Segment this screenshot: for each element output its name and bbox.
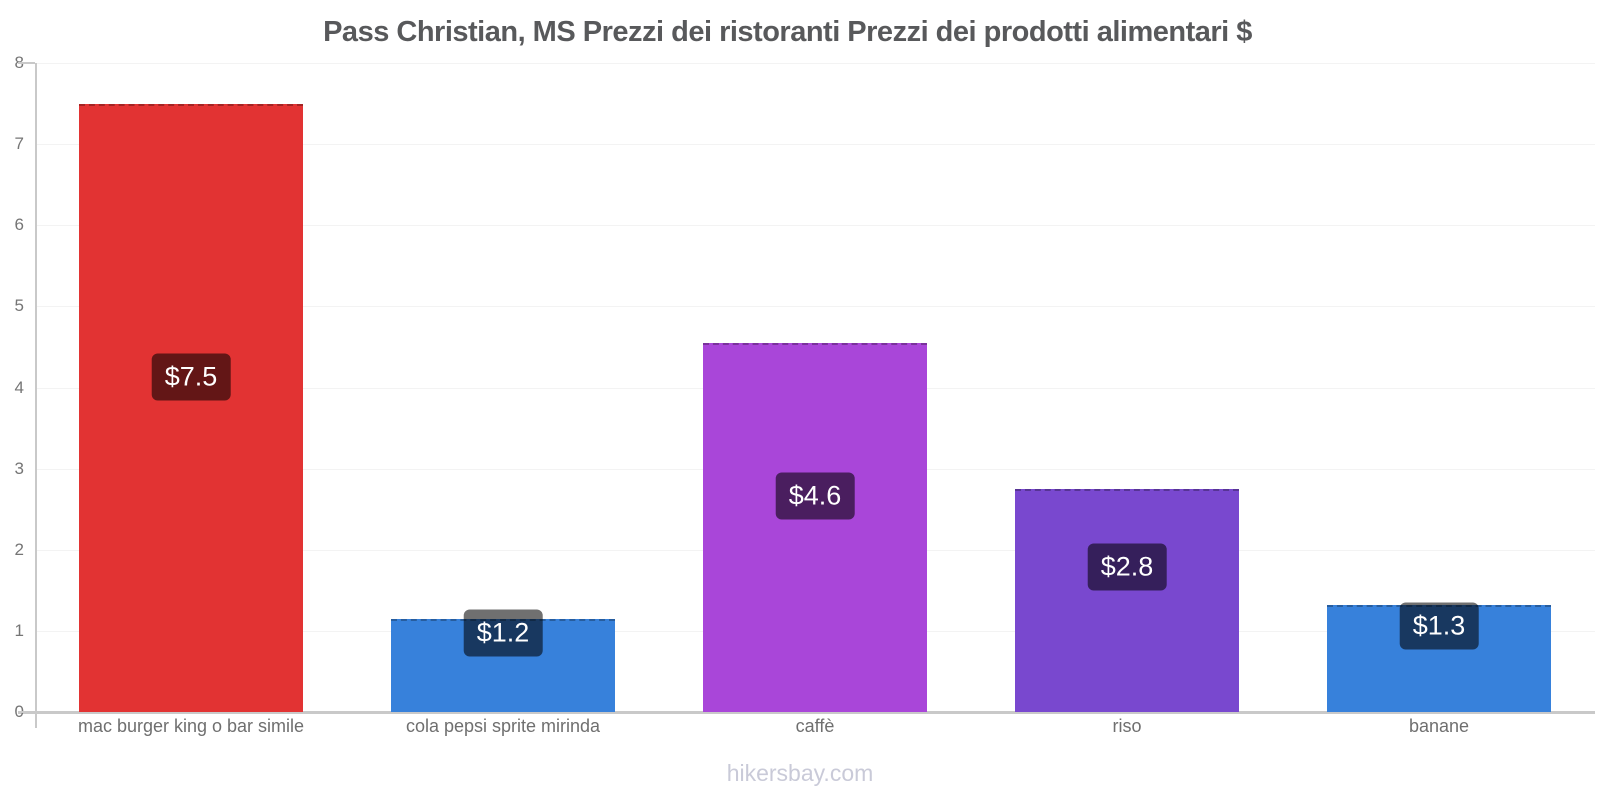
x-axis-category-label: riso [1112,716,1142,736]
y-axis-tick-label: 2 [14,539,24,559]
x-axis-category-label: banane [1408,716,1470,736]
x-axis-line [18,711,1595,714]
value-label: $1.3 [1399,602,1479,650]
value-label: $7.5 [151,353,231,401]
gridline [35,63,1595,64]
y-axis-tick-label: 7 [14,134,24,154]
y-axis-tick-label: 4 [14,377,24,397]
y-axis-tick-label: 5 [14,296,24,316]
watermark-link[interactable]: hikersbay.com [726,760,874,786]
value-label: $4.6 [775,472,855,520]
x-axis-category-label: caffè [795,716,835,736]
y-axis-line [35,63,37,728]
x-axis-category-label: cola pepsi sprite mirinda [405,716,601,736]
gridline [35,306,1595,308]
y-axis-tick-label: 3 [14,458,24,478]
bar-caffè[interactable] [703,342,927,712]
y-axis-tick-label: 6 [14,215,24,235]
gridline [35,144,1595,146]
value-label: $1.2 [463,609,543,657]
bar-riso[interactable] [1015,488,1239,712]
chart-title: Pass Christian, MS Prezzi dei ristoranti… [323,16,1252,48]
x-axis-category-label: mac burger king o bar simile [77,716,305,736]
gridline [35,225,1595,227]
bar-mac-burger-king-o-bar-simile[interactable] [79,103,303,712]
y-axis-tick [18,711,35,713]
y-axis-tick-label: 1 [14,620,24,640]
value-label: $2.8 [1087,543,1167,591]
y-axis-tick [18,62,35,64]
